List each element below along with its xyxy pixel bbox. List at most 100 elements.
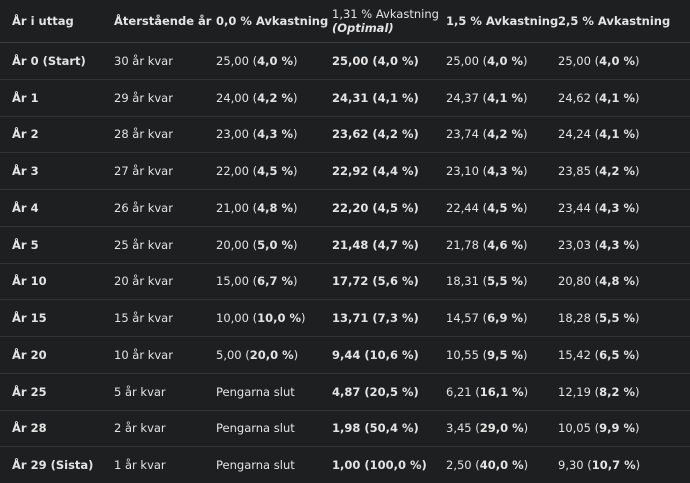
cell: 29 år kvar	[102, 79, 204, 117]
cell-value: 24,62 (4,1 %)	[558, 90, 640, 105]
cell-value: 6,21 (16,1 %)	[446, 384, 529, 399]
cell: 25,00 (4,0 %)	[204, 42, 320, 80]
cell: 23,10 (4,3 %)	[434, 152, 546, 190]
cell: År 5	[0, 226, 102, 264]
remaining-years: 28 år kvar	[114, 127, 173, 142]
cell: 17,72 (5,6 %)	[320, 263, 434, 301]
cell: 12,19 (8,2 %)	[546, 373, 690, 411]
cell-value: 22,44 (4,5 %)	[446, 200, 528, 215]
cell-value: 15,00 (6,7 %)	[216, 274, 298, 289]
cell-value: 24,31 (4,1 %)	[332, 90, 419, 105]
cell-value: 18,28 (5,5 %)	[558, 311, 640, 326]
cell: 18,31 (5,5 %)	[434, 263, 546, 301]
cell-value: 2,50 (40,0 %)	[446, 458, 529, 473]
cell: 22,92 (4,4 %)	[320, 152, 434, 190]
remaining-years: 26 år kvar	[114, 200, 173, 215]
cell-value: 21,78 (4,6 %)	[446, 237, 528, 252]
cell: År 25	[0, 373, 102, 411]
cell: År 10	[0, 263, 102, 301]
cell: 9,44 (10,6 %)	[320, 336, 434, 374]
cell-value: 22,00 (4,5 %)	[216, 164, 298, 179]
cell-value: 15,42 (6,5 %)	[558, 347, 640, 362]
cell-value: 23,10 (4,3 %)	[446, 164, 528, 179]
optimal-note: (Optimal)	[332, 21, 394, 35]
cell: 22,44 (4,5 %)	[434, 189, 546, 227]
cell: År 20	[0, 336, 102, 374]
cell-value: 9,30 (10,7 %)	[558, 458, 641, 473]
cell: 30 år kvar	[102, 42, 204, 80]
cell: 10,05 (9,9 %)	[546, 410, 690, 448]
cell: 9,30 (10,7 %)	[546, 447, 690, 483]
cell-value: 25,00 (4,0 %)	[332, 53, 419, 68]
cell: Pengarna slut	[204, 410, 320, 448]
cell: 24,37 (4,1 %)	[434, 79, 546, 117]
column-header: 1,5 % Avkastning	[434, 0, 558, 43]
year-label: År 1	[12, 90, 39, 105]
cell: 18,28 (5,5 %)	[546, 299, 690, 337]
cell: År 1	[0, 79, 102, 117]
cell: 23,74 (4,2 %)	[434, 116, 546, 154]
table-row: År 0 (Start) 30 år kvar 25,00 (4,0 %) 25,00…	[0, 42, 690, 80]
cell: 6,21 (16,1 %)	[434, 373, 546, 411]
cell: 5,00 (20,0 %)	[204, 336, 320, 374]
column-header: 0,0 % Avkastning	[204, 0, 328, 43]
cell: 24,31 (4,1 %)	[320, 79, 434, 117]
table-row: År 2 28 år kvar 23,00 (4,3 %) 23,62 (4,2 %)…	[0, 116, 690, 154]
cell-value: 9,44 (10,6 %)	[332, 347, 419, 362]
cell-value: 12,19 (8,2 %)	[558, 384, 640, 399]
header-row: År i uttag Återstående år 0,0 % Avkastning…	[0, 0, 690, 43]
cell: 25,00 (4,0 %)	[546, 42, 690, 80]
cell: 13,71 (7,3 %)	[320, 299, 434, 337]
cell: 23,00 (4,3 %)	[204, 116, 320, 154]
column-header: 2,5 % Avkastning	[546, 0, 690, 43]
year-label: År 15	[12, 311, 47, 326]
remaining-years: 15 år kvar	[114, 311, 173, 326]
cell: 15,42 (6,5 %)	[546, 336, 690, 374]
remaining-years: 5 år kvar	[114, 384, 166, 399]
remaining-years: 2 år kvar	[114, 421, 166, 436]
cell: 14,57 (6,9 %)	[434, 299, 546, 337]
cell: 3,45 (29,0 %)	[434, 410, 546, 448]
cell-value: 13,71 (7,3 %)	[332, 311, 419, 326]
remaining-years: 10 år kvar	[114, 347, 173, 362]
cell: 23,44 (4,3 %)	[546, 189, 690, 227]
cell-value: 22,92 (4,4 %)	[332, 164, 419, 179]
cell: 24,00 (4,2 %)	[204, 79, 320, 117]
cell: 25 år kvar	[102, 226, 204, 264]
remaining-years: 25 år kvar	[114, 237, 173, 252]
year-label: År 25	[12, 384, 47, 399]
cell: 10,55 (9,5 %)	[434, 336, 546, 374]
cell: 21,00 (4,8 %)	[204, 189, 320, 227]
remaining-years: 20 år kvar	[114, 274, 173, 289]
cell-value: 25,00 (4,0 %)	[558, 53, 640, 68]
cell: Pengarna slut	[204, 373, 320, 411]
column-header: Återstående år	[102, 0, 211, 43]
year-label: År 28	[12, 421, 47, 436]
cell: 2,50 (40,0 %)	[434, 447, 546, 483]
cell-value: 14,57 (6,9 %)	[446, 311, 528, 326]
year-label: År 3	[12, 164, 39, 179]
cell-value: 23,44 (4,3 %)	[558, 200, 640, 215]
cell-value: 21,48 (4,7 %)	[332, 237, 419, 252]
cell-value: 17,72 (5,6 %)	[332, 274, 419, 289]
table-row: År 28 2 år kvar Pengarna slut 1,98 (50,4 %)…	[0, 410, 690, 448]
cell-value: 23,00 (4,3 %)	[216, 127, 298, 142]
cell: 10,00 (10,0 %)	[204, 299, 320, 337]
year-label: År 4	[12, 200, 39, 215]
cell-value: 1,98 (50,4 %)	[332, 421, 419, 436]
remaining-years: 30 år kvar	[114, 53, 173, 68]
cell: 1 år kvar	[102, 447, 204, 483]
cell: År 3	[0, 152, 102, 190]
cell-value: Pengarna slut	[216, 421, 295, 436]
cell-value: 21,00 (4,8 %)	[216, 200, 298, 215]
cell-value: 22,20 (4,5 %)	[332, 200, 419, 215]
remaining-years: 29 år kvar	[114, 90, 173, 105]
header-label: År i uttag	[12, 14, 74, 28]
cell: 20 år kvar	[102, 263, 204, 301]
cell: 1,00 (100,0 %)	[320, 447, 434, 483]
table-body: År 0 (Start) 30 år kvar 25,00 (4,0 %) 25,00…	[0, 42, 690, 483]
cell: År 0 (Start)	[0, 42, 102, 80]
year-label: År 5	[12, 237, 39, 252]
cell-value: 4,87 (20,5 %)	[332, 384, 419, 399]
